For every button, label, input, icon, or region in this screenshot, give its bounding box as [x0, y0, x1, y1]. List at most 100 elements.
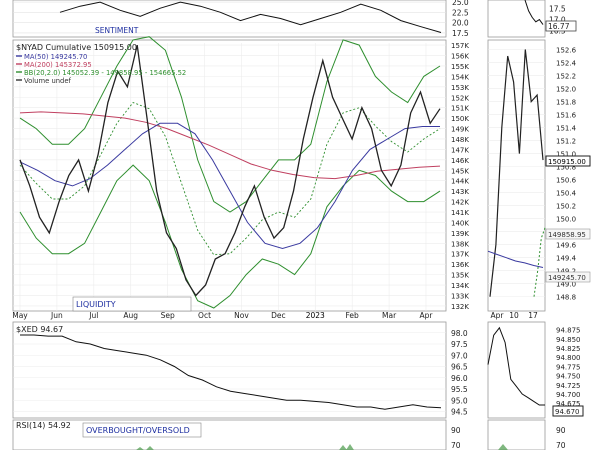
right-nyad-y-tick-label: 151.0 [556, 151, 576, 159]
right-nyad-panel [487, 39, 546, 312]
sentiment-label: SENTIMENT [95, 26, 139, 35]
rsi-overbought-mark [146, 446, 154, 450]
right-nyad-y-tick-label: 151.2 [556, 138, 576, 146]
sentiment-y-tick-label: 25.0 [452, 0, 469, 7]
nyad-y-tick-label: 140K [451, 219, 469, 227]
nyad-x-tick-label: Oct [198, 311, 211, 320]
rsi-overbought-mark [346, 444, 354, 450]
right-nyad-y-tick-label: 151.8 [556, 99, 576, 107]
nyad-title: $NYAD Cumulative 150915.00 [16, 43, 137, 52]
right-xed-y-tick-label: 94.675 [556, 400, 581, 408]
nyad-x-tick-label: Dec [271, 311, 286, 320]
right-xed-y-tick-label: 94.775 [556, 363, 581, 371]
nyad-x-tick-label: Sep [161, 311, 175, 320]
rsi-y-tick-label: 70 [451, 441, 461, 450]
xed-line [20, 334, 442, 410]
nyad-y-tick-label: 138K [451, 240, 469, 248]
nyad-panel [12, 39, 447, 312]
nyad-y-tick-label: 147K [451, 146, 469, 154]
right-rsi-panel [487, 419, 546, 450]
right-xed-last-box [552, 405, 584, 417]
nyad-y-tick-label: 146K [451, 157, 469, 165]
nyad-y-tick-label: 141K [451, 209, 469, 217]
xed-y-tick-label: 98.0 [451, 329, 468, 338]
right-nyad-y-tick-label: 150.8 [556, 164, 576, 172]
rsi-overbought-mark [339, 445, 347, 450]
rsi-annotation-box [82, 422, 202, 438]
right-nyad-x-tick-label: 17 [528, 311, 538, 320]
nyad-x-tick-label: Mar [382, 311, 397, 320]
xed-title: $XED 94.67 [16, 325, 63, 334]
right-xed-last-value: 94.670 [555, 408, 580, 416]
nyad-y-tick-label: 151K [451, 105, 469, 113]
right-nyad-badge [545, 271, 591, 283]
right-nyad-y-tick-label: 151.4 [556, 125, 577, 133]
right-nyad-badge [545, 228, 591, 240]
right-nyad-x-tick-label: Apr [491, 311, 505, 320]
right-nyad-y-tick-label: 152.4 [556, 60, 577, 68]
nyad-y-tick-label: 153K [451, 84, 469, 92]
nyad-y-tick-label: 154K [451, 73, 469, 81]
right-nyad-badge-label: 149858.95 [548, 231, 586, 239]
right-nyad-badge [545, 155, 591, 167]
nyad-y-tick-label: 139K [451, 230, 469, 238]
legend-label: MA(200) 145372.95 [24, 61, 92, 69]
xed-y-tick-label: 97.5 [451, 340, 468, 349]
nyad-y-tick-label: 152K [451, 94, 469, 102]
xed-y-tick-label: 96.0 [451, 374, 468, 383]
nyad-y-tick-label: 156K [451, 53, 469, 61]
nyad-y-tick-label: 132K [451, 303, 469, 311]
right-nyad-y-tick-label: 151.6 [556, 112, 577, 120]
nyad-y-tick-label: 150K [451, 115, 469, 123]
right-sentiment-y-tick-label: 17.5 [549, 5, 566, 14]
right-nyad-y-tick-label: 152.0 [556, 86, 576, 94]
xed-y-tick-label: 94.5 [451, 408, 468, 417]
right-nyad-y-tick-label: 149.4 [556, 255, 577, 263]
right-nyad-x-tick-label: 10 [509, 311, 519, 320]
legend-label: MA(50) 149245.70 [24, 53, 87, 61]
nyad-y-tick-label: 134K [451, 282, 469, 290]
liquidity-label: LIQUIDITY [76, 300, 116, 309]
xed-y-tick-label: 97.0 [451, 351, 468, 360]
rsi-title: RSI(14) 54.92 [16, 421, 71, 430]
rsi-annotation-label: OVERBOUGHT/OVERSOLD [86, 426, 190, 435]
right-xed-y-tick-label: 94.700 [556, 391, 581, 399]
right-xed-y-tick-label: 94.875 [556, 327, 581, 335]
sentiment-y-tick-label: 20.0 [452, 19, 469, 28]
xed-panel [12, 321, 447, 419]
xed-y-tick-label: 96.5 [451, 363, 468, 372]
ma200-line [19, 111, 441, 180]
right-bb-line [533, 227, 546, 297]
nyad-x-tick-label: Nov [234, 311, 249, 320]
right-rsi-y-tick-label: 70 [556, 441, 566, 450]
rsi-panel [12, 419, 447, 450]
xed-y-tick-label: 95.5 [451, 385, 468, 394]
nyad-x-tick-label: Feb [346, 311, 360, 320]
right-nyad-y-tick-label: 150.6 [556, 177, 577, 185]
right-nyad-y-tick-label: 150.0 [556, 216, 576, 224]
nyad-y-tick-label: 143K [451, 188, 469, 196]
right-rsi-overbought-mark [498, 444, 508, 450]
nyad-y-tick-label: 155K [451, 63, 469, 71]
right-nyad-y-tick-label: 149.6 [556, 242, 577, 250]
sentiment-y-tick-label: 17.5 [452, 29, 469, 38]
legend-label: BB(20,2.0) 145052.39 - 149858.95 - 15466… [24, 69, 186, 77]
right-sentiment-y-tick-label: 17.0 [549, 16, 566, 25]
nyad-x-tick-label: 2023 [306, 311, 325, 320]
rsi-y-tick-label: 90 [451, 426, 461, 435]
right-nyad-y-tick-label: 150.4 [556, 190, 577, 198]
right-sentiment-last-box [545, 20, 577, 32]
right-nyad-badge-label: 150915.00 [548, 158, 586, 166]
right-rsi-y-tick-label: 90 [556, 426, 566, 435]
nyad-y-tick-label: 133K [451, 292, 469, 300]
right-sentiment-panel [487, 0, 546, 38]
nyad-y-tick-label: 135K [451, 272, 469, 280]
nyad-x-tick-label: Jul [88, 311, 98, 320]
right-nyad-badge-label: 149245.70 [548, 274, 586, 282]
nyad-x-tick-label: Jun [50, 311, 63, 320]
sentiment-panel [12, 0, 447, 38]
right-xed-y-tick-label: 94.750 [556, 373, 581, 381]
right-ma50-line [487, 250, 544, 268]
right-nyad-y-tick-label: 149.0 [556, 281, 576, 289]
nyad-y-tick-label: 144K [451, 178, 469, 186]
